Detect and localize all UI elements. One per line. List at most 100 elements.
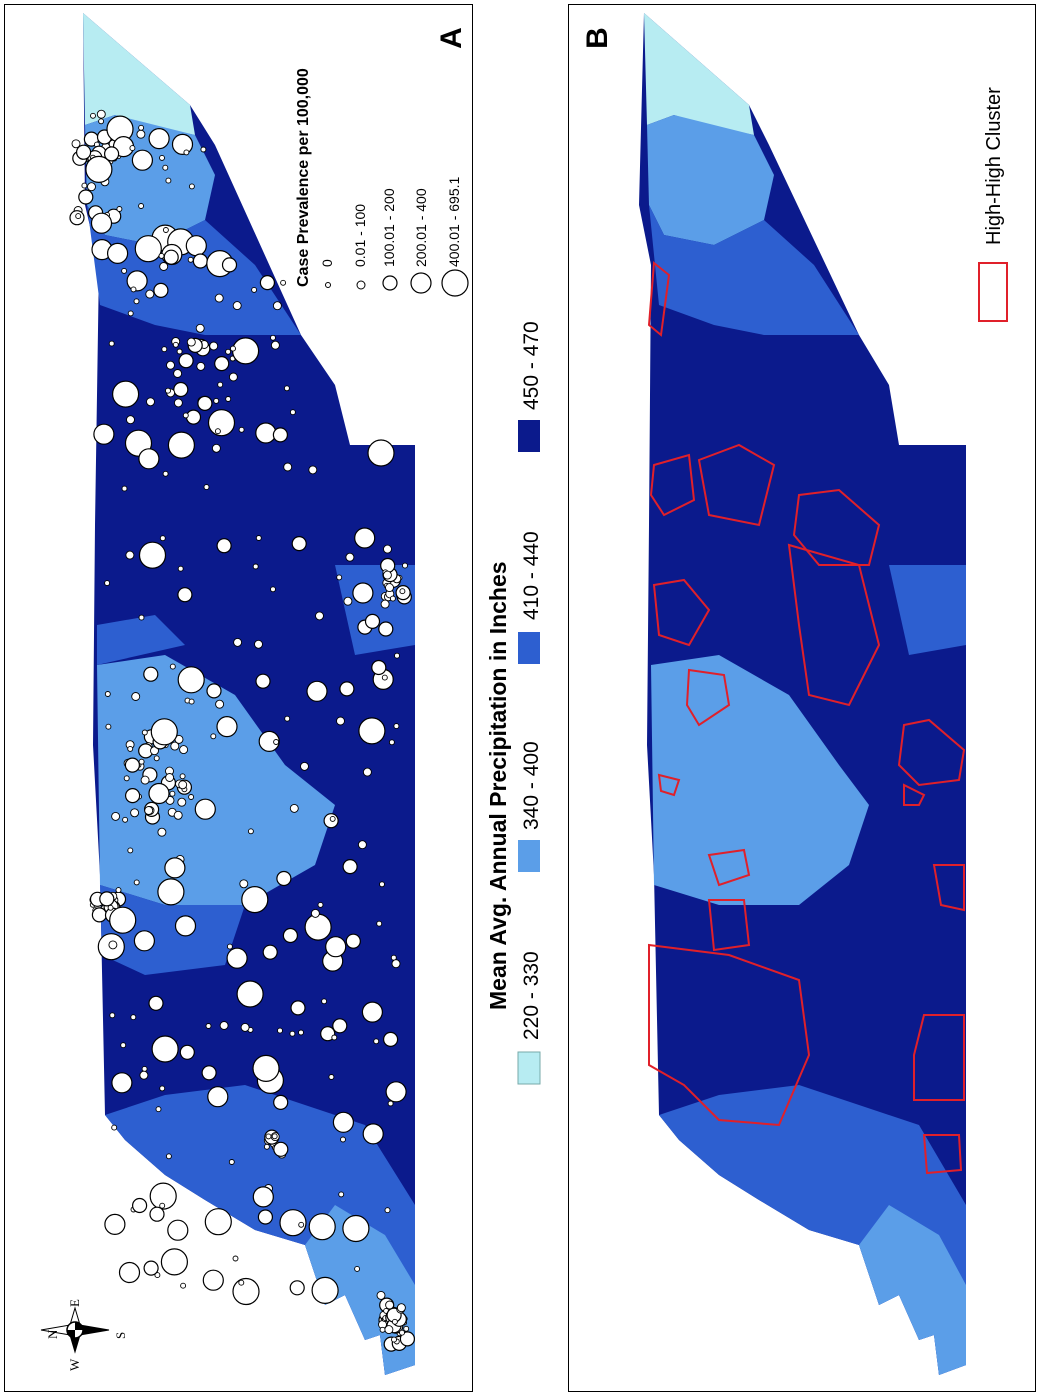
prevalence-circle-168: [115, 887, 122, 894]
cluster-outline-7: [657, 773, 681, 797]
prevalence-circle-235: [104, 1213, 126, 1236]
precip-zone-340-400-a2: [97, 655, 335, 905]
prevalence-circle-430: [247, 828, 254, 835]
prevalence-circle-429: [329, 815, 336, 822]
prevalence-circle-381: [108, 940, 118, 950]
prevalence-circle-370: [85, 155, 113, 183]
prevalence-circle-379: [367, 439, 395, 467]
prevalence-circle-421: [364, 613, 381, 630]
prevalence-circle-367: [159, 1202, 166, 1209]
prevalence-circle-340: [126, 270, 148, 292]
prevalence-circle-191: [361, 1001, 383, 1023]
prevalence-circle-286: [207, 409, 236, 437]
prevalence-circle-279: [160, 1248, 188, 1276]
prevalence-circle-153: [399, 588, 406, 595]
prevalence-circle-195: [180, 1282, 187, 1289]
prevalence-circle-256: [358, 717, 386, 745]
region-base-b: [639, 13, 966, 1375]
prevalence-circle-424: [138, 614, 145, 621]
prevalence-circle-390: [226, 947, 248, 969]
prevalence-circle-303: [289, 409, 296, 416]
prevalence-circle-388: [144, 806, 154, 815]
prevalence-circle-441: [111, 380, 140, 408]
prevalence-circle-264: [236, 980, 264, 1008]
prevalence-circle-4: [96, 109, 106, 119]
prevalence-circle-276: [371, 659, 387, 676]
prevalence-circle-387: [283, 385, 290, 392]
prevalence-circle-39: [225, 396, 232, 402]
prevalence-circle-368: [272, 301, 282, 311]
prevalence-circle-408: [315, 611, 324, 621]
prevalence-circle-422: [151, 1035, 179, 1063]
prevalence-circle-48: [217, 381, 224, 388]
prevalence-circle-386: [120, 1042, 127, 1049]
panel-a-label: A: [434, 27, 468, 49]
prevalence-circle-251: [109, 906, 137, 934]
prevalence-circle-443: [103, 146, 120, 162]
precip-zone-220-330-b: [644, 13, 754, 135]
prevalence-circle-344: [131, 692, 141, 701]
prevalence-circle-222: [194, 798, 216, 820]
cluster-outline-4: [652, 578, 711, 647]
prevalence-circle-384: [354, 1265, 361, 1272]
prevalence-circle-358: [257, 1209, 273, 1225]
prevalence-circle-364: [183, 149, 190, 156]
cluster-outline-13: [648, 943, 811, 1127]
prevalence-circle-338: [106, 242, 129, 264]
prevalence-circle-366: [214, 428, 221, 435]
prevalence-circle-207: [121, 267, 128, 274]
prevalence-circle-86: [127, 745, 134, 752]
prevalence-circle-442: [391, 959, 401, 969]
prevalence-circle-196: [179, 1044, 195, 1060]
prevalence-circle-353: [171, 133, 194, 155]
prevalence-circle-274: [328, 1074, 335, 1080]
prevalence-circle-273: [342, 1214, 370, 1243]
prevalence-circle-37: [225, 348, 232, 355]
prevalence-circle-224: [153, 282, 169, 298]
prevalence-circle-272: [339, 681, 355, 697]
prevalence-circle-284: [202, 1269, 224, 1291]
prevalence-circle-410: [192, 253, 208, 269]
prevalence-circle-238: [177, 666, 205, 694]
precip-zone-410-440-a1: [87, 205, 301, 335]
prevalence-circle-202: [259, 275, 275, 291]
prevalence-circle-267: [207, 1086, 229, 1108]
prevalence-circle-292: [354, 527, 376, 549]
prevalence-circle-373: [276, 870, 292, 887]
prevalence-circle-221: [109, 1012, 116, 1019]
map-panel-b: B High-High Cluster: [568, 4, 1036, 1392]
cluster-legend-label: High-High Cluster: [983, 87, 1005, 245]
prevalence-circle-300: [338, 1191, 345, 1198]
prevalence-circle-250: [132, 1197, 148, 1214]
prevalence-circle-247: [232, 1255, 239, 1262]
prevalence-circle-172: [99, 891, 115, 907]
prevalence-circle-412: [139, 1070, 149, 1080]
prevalence-circle-227: [336, 716, 345, 726]
cluster-outline-10: [707, 848, 751, 887]
prevalence-circle-236: [154, 1272, 161, 1279]
prevalence-circle-352: [148, 995, 164, 1011]
prevalence-circle-432: [179, 745, 189, 755]
precip-label-410-440: 410 - 440: [520, 531, 543, 620]
prevalence-circle-335: [240, 1022, 250, 1032]
prevalence-circle-304: [162, 470, 169, 477]
prevalence-circle-67: [153, 755, 160, 762]
prevalence-circle-403: [138, 124, 145, 131]
prevalence-circle-255: [159, 535, 166, 542]
map-a-svg: [69, 13, 415, 1375]
prevalence-circle-129: [384, 1325, 394, 1335]
prevalence-circle-402: [204, 1208, 232, 1236]
prevalence-circle-204: [159, 262, 169, 271]
prevalence-circle-329: [150, 718, 178, 746]
prevalence-circle-243: [300, 761, 309, 771]
prevalence-circle-398: [187, 256, 194, 263]
prevalence-circle-396: [383, 544, 392, 554]
prevalence-circle-324: [129, 145, 136, 152]
prevalence-circle-109: [379, 1326, 386, 1333]
prevalence-circle-380: [311, 1276, 339, 1305]
prevalence-circle-280: [116, 206, 123, 212]
map-panel-a: A Case Prevalence per 100,000 0 0.01 - 1…: [4, 4, 473, 1392]
prevalence-circle-363: [357, 840, 367, 850]
precip-zone-410-440-a3: [105, 1085, 415, 1375]
prevalence-circle-289: [167, 1219, 189, 1241]
